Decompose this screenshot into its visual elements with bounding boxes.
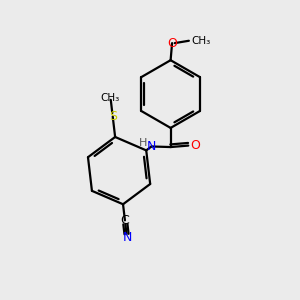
Text: N: N bbox=[122, 231, 132, 244]
Text: C: C bbox=[121, 214, 129, 227]
Text: N: N bbox=[147, 140, 156, 153]
Text: O: O bbox=[167, 37, 177, 50]
Text: CH₃: CH₃ bbox=[192, 36, 211, 46]
Text: H: H bbox=[139, 138, 147, 148]
Text: CH₃: CH₃ bbox=[101, 92, 120, 103]
Text: S: S bbox=[109, 110, 117, 123]
Text: O: O bbox=[190, 139, 200, 152]
